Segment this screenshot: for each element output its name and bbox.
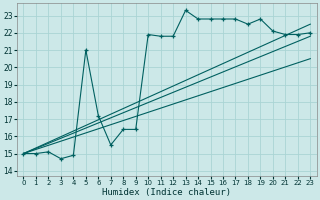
X-axis label: Humidex (Indice chaleur): Humidex (Indice chaleur) xyxy=(102,188,231,197)
